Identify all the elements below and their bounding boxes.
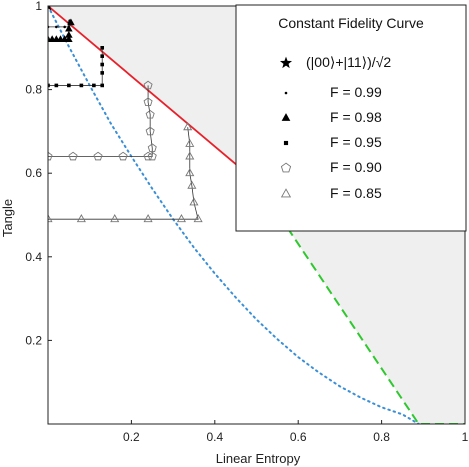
data-point-4-1 — [68, 151, 78, 161]
data-point-3-6 — [100, 71, 105, 75]
y-tick-label: 0.2 — [25, 333, 42, 347]
data-point-3-4 — [92, 83, 96, 88]
data-point-4-0 — [48, 151, 53, 161]
legend-marker-4 — [280, 162, 292, 173]
series-4 — [48, 80, 157, 161]
data-point-4-7 — [145, 126, 155, 136]
data-point-4-6 — [147, 143, 157, 152]
y-axis-label: Tangle — [0, 199, 15, 237]
data-point-2-0 — [48, 35, 52, 42]
x-tick-label: 0.8 — [373, 430, 390, 444]
series-0 — [48, 6, 52, 11]
series-line-4 — [48, 85, 153, 157]
data-point-0-0 — [48, 6, 52, 11]
series-5 — [48, 122, 203, 223]
y-tick-label: 0.6 — [25, 166, 42, 180]
data-point-2-5 — [65, 35, 73, 42]
data-point-3-9 — [100, 46, 105, 50]
data-point-3-0 — [48, 83, 50, 88]
x-tick-label: 0.2 — [123, 430, 140, 444]
data-point-5-0 — [48, 214, 53, 223]
data-point-2-8 — [67, 18, 75, 26]
y-tick-label: 0.8 — [25, 83, 42, 97]
data-point-5-9 — [185, 151, 195, 160]
legend-label-1: F = 0.99 — [330, 84, 382, 100]
y-tick-label: 1 — [35, 0, 42, 13]
data-point-5-3 — [143, 214, 153, 223]
data-point-5-2 — [110, 214, 120, 223]
data-point-5-8 — [185, 168, 195, 177]
series-3 — [48, 46, 105, 88]
data-point-2-7 — [65, 24, 73, 32]
data-point-5-11 — [183, 122, 193, 131]
boundary-red-line — [48, 6, 258, 183]
legend-marker-3 — [283, 140, 289, 146]
series-line-3 — [48, 47, 103, 86]
legend-box — [235, 4, 467, 232]
data-point-2-6 — [65, 31, 73, 38]
data-point-3-8 — [100, 54, 105, 58]
data-point-1-2 — [63, 25, 66, 29]
legend-label-3: F = 0.95 — [330, 134, 382, 150]
data-point-4-5 — [147, 151, 157, 161]
legend: Constant Fidelity Curve (|00⟩+|11⟩)/√2 F … — [235, 4, 467, 232]
data-point-3-1 — [54, 83, 59, 88]
legend-marker-1 — [284, 91, 288, 95]
data-point-4-4 — [143, 151, 153, 161]
legend-label-2: F = 0.98 — [330, 109, 382, 125]
legend-marker-0 — [279, 56, 293, 69]
legend-label-5: F = 0.85 — [330, 185, 382, 201]
data-point-5-5 — [193, 214, 203, 223]
data-point-4-10 — [143, 80, 153, 90]
data-point-5-6 — [189, 197, 199, 206]
x-tick-label: 0.4 — [206, 430, 223, 444]
data-point-3-3 — [79, 83, 84, 88]
data-point-3-2 — [67, 83, 71, 88]
legend-label-4: F = 0.90 — [330, 159, 382, 175]
data-point-4-3 — [118, 151, 128, 161]
data-point-4-9 — [143, 97, 153, 106]
data-point-5-1 — [76, 214, 86, 223]
data-point-5-4 — [176, 214, 186, 223]
data-point-3-7 — [100, 62, 105, 67]
legend-title: Constant Fidelity Curve — [278, 15, 424, 31]
legend-label-0: (|00⟩+|11⟩)/√2 — [306, 54, 391, 70]
x-tick-label: 0.6 — [290, 430, 307, 444]
legend-marker-2 — [281, 113, 291, 121]
y-tick-label: 0.4 — [25, 250, 42, 264]
series-2 — [48, 18, 75, 42]
x-tick-label: 1 — [462, 430, 469, 444]
data-point-5-7 — [187, 180, 197, 189]
data-point-4-8 — [145, 109, 155, 119]
data-point-1-1 — [55, 25, 58, 29]
legend-marker-5 — [280, 188, 292, 198]
x-axis-label: Linear Entropy — [216, 451, 301, 466]
axis-ticks: 0.2 0.4 0.6 0.8 1 0.2 0.4 0.6 0.8 1 — [25, 0, 468, 444]
series-line-5 — [48, 127, 199, 220]
boundary-blue-dotted — [48, 6, 420, 424]
data-point-3-5 — [100, 83, 105, 88]
data-point-5-10 — [185, 138, 195, 147]
data-point-4-2 — [93, 151, 103, 161]
